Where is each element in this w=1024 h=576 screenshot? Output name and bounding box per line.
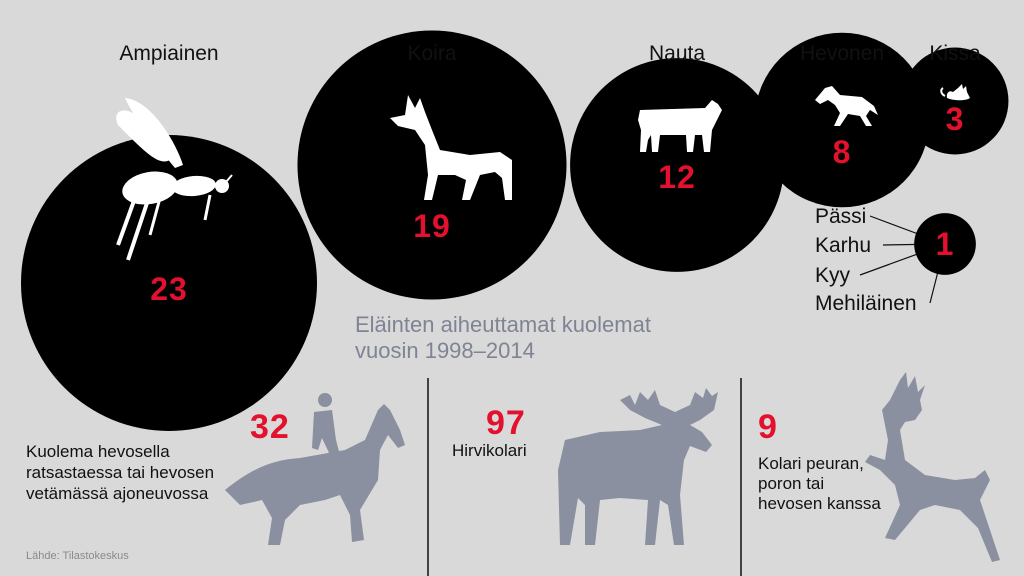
- single-label: Karhu: [815, 234, 871, 257]
- cat-icon: [940, 84, 970, 101]
- deer-label-line-1: Kolari peuran,: [758, 454, 864, 473]
- bottom-value-moose: 97: [486, 404, 526, 442]
- deer-label-line-3: hevosen kanssa: [758, 494, 881, 513]
- category-label: Kissa: [929, 42, 981, 65]
- wasp-icon: [116, 98, 233, 261]
- moose-icon: [558, 388, 718, 545]
- single-label: Mehiläinen: [815, 292, 917, 315]
- bubble-kissa: [901, 47, 1009, 155]
- single-label: Pässi: [815, 205, 866, 228]
- chart-title-line-2: vuosin 1998–2014: [355, 338, 535, 363]
- bubble-nauta: [570, 58, 784, 272]
- bubble-group: Ampiainen 23 Koira 19 Nauta 12 Hevonen 8 Kissa 3: [21, 30, 1009, 431]
- bubble-single: [914, 213, 976, 275]
- chart-title-line-1: Eläinten aiheuttamat kuolemat: [355, 312, 651, 337]
- value-label: 8: [833, 134, 852, 170]
- horse-icon: [815, 86, 878, 126]
- dog-icon: [390, 95, 512, 200]
- value-label: 1: [936, 226, 955, 262]
- bottom-value-deer: 9: [758, 408, 778, 446]
- value-label: 3: [946, 101, 965, 137]
- moose-label: Hirvikolari: [452, 441, 527, 460]
- deer-label-line-2: poron tai: [758, 474, 824, 493]
- horse-rider-icon: [225, 393, 405, 545]
- bubble-ampiainen: [21, 135, 317, 431]
- riding-label-line-2: ratsastaessa tai hevosen: [26, 463, 214, 482]
- category-label: Koira: [407, 42, 456, 65]
- value-label: 23: [150, 271, 188, 307]
- single-label: Kyy: [815, 264, 851, 287]
- value-label: 19: [413, 208, 451, 244]
- category-label: Ampiainen: [119, 42, 218, 65]
- source-note: Lähde: Tilastokeskus: [26, 550, 129, 562]
- riding-label-line-1: Kuolema hevosella: [26, 442, 170, 461]
- cow-icon: [638, 100, 722, 152]
- deer-icon: [865, 372, 1000, 562]
- riding-label-line-3: vetämässä ajoneuvossa: [26, 484, 209, 503]
- category-label: Hevonen: [800, 42, 884, 65]
- bottom-value-riding: 32: [250, 408, 290, 446]
- category-label: Nauta: [649, 42, 705, 65]
- value-label: 12: [658, 159, 696, 195]
- single-deaths: Pässi Karhu Kyy Mehiläinen 1: [815, 205, 976, 315]
